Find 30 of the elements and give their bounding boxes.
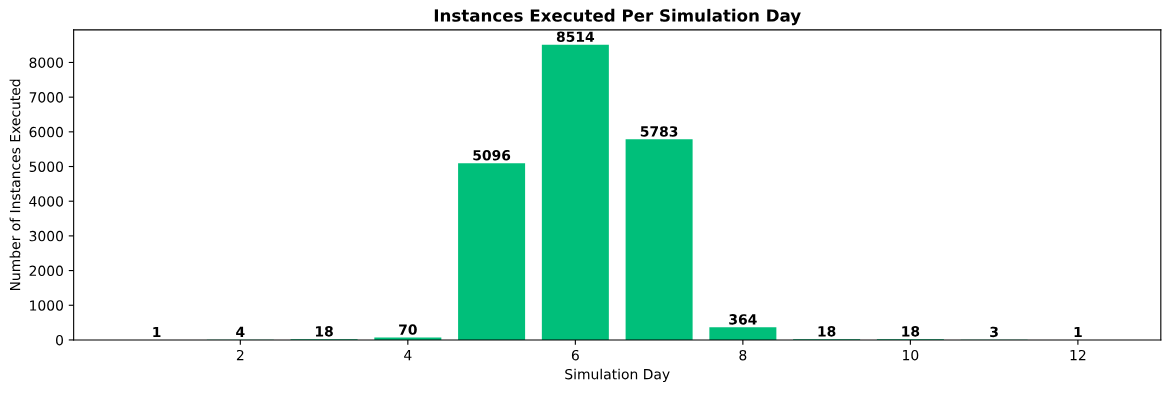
data-label: 8514 xyxy=(556,31,595,42)
y-tick-label: 8000 xyxy=(29,57,63,68)
x-tick-label: 10 xyxy=(903,349,919,361)
data-label: 4 xyxy=(236,326,245,337)
data-label: 364 xyxy=(729,314,757,325)
data-label: 70 xyxy=(399,324,417,335)
x-tick-label: 8 xyxy=(739,349,747,361)
data-label: 1 xyxy=(153,326,161,338)
x-tick-label: 6 xyxy=(571,349,579,361)
y-tick-label: 2000 xyxy=(29,265,63,277)
y-tick-label: 7000 xyxy=(29,92,63,103)
y-tick-label: 6000 xyxy=(29,126,63,138)
y-tick-label: 3000 xyxy=(29,230,63,242)
x-tick-label: 12 xyxy=(1070,349,1086,361)
y-tick-label: 0 xyxy=(56,334,63,346)
data-label: 5096 xyxy=(473,150,511,161)
data-label: 1 xyxy=(1074,326,1082,338)
x-axis-title: Simulation Day xyxy=(565,368,670,383)
y-tick-label: 4000 xyxy=(29,196,63,207)
data-label: 18 xyxy=(315,326,333,337)
x-tick-label: 2 xyxy=(236,349,244,361)
data-label: 18 xyxy=(902,326,920,337)
y-axis-title: Number of Instances Executed xyxy=(9,79,21,291)
y-tick-label: 5000 xyxy=(29,161,63,172)
data-label: 18 xyxy=(818,326,836,337)
data-label: 5783 xyxy=(640,126,678,137)
chart-title: Instances Executed Per Simulation Day xyxy=(434,8,801,26)
x-tick-label: 4 xyxy=(404,350,412,361)
data-label: 3 xyxy=(990,326,998,338)
y-tick-label: 1000 xyxy=(30,300,63,311)
